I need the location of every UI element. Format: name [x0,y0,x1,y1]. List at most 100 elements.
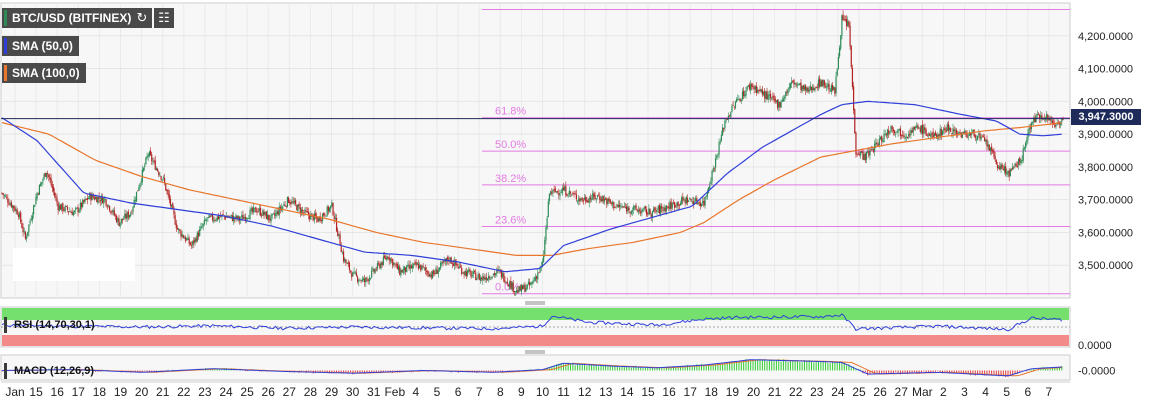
candle-body [38,184,41,195]
sma100-badge[interactable]: SMA (100,0) [2,63,86,83]
candle-body [1033,117,1035,123]
candle-body [213,219,215,222]
macd-badge[interactable]: MACD (12,26,9) [2,362,94,380]
candle-body [906,136,909,138]
candle-body [255,207,257,213]
candle-body [1007,171,1009,174]
candle-body [167,190,169,195]
candle-body [966,134,968,138]
candle-body [681,197,683,204]
candle-body [606,198,608,205]
candle-body [664,207,666,212]
candle-body [409,265,411,270]
sma50-swatch [4,38,7,54]
fib-level-label: 23.6% [495,215,526,227]
candle-body [196,232,198,242]
candle-body [23,230,25,232]
refresh-icon[interactable]: ↻ [132,8,152,28]
candle-body [503,273,505,282]
candle-body [80,202,83,208]
candle-body [524,284,526,292]
candle-body [816,87,818,88]
candle-body [657,206,659,210]
candle-body [327,206,329,212]
candle-body [810,86,813,91]
candle-body [237,215,239,219]
candle-body [180,230,182,237]
candle-body [596,195,599,198]
candle-body [692,201,694,206]
candle-body [850,46,852,68]
candle-body [449,257,451,263]
symbol-badge[interactable]: BTC/USD (BITFINEX) [2,8,138,28]
candle-body [940,129,942,136]
x-tick-label: 14 [620,385,634,399]
candle-body [7,198,9,203]
candle-body [736,99,738,102]
candle-body [602,196,604,202]
candle-body [256,211,258,213]
candle-body [415,261,417,266]
candle-body [401,270,403,273]
candle-body [66,206,69,211]
candle-body [731,105,733,113]
candle-body [519,286,521,291]
candle-body [550,191,552,194]
candle-body [862,151,864,160]
candle-body [647,213,649,215]
candle-body [469,269,471,272]
candle-body [244,216,246,221]
x-tick-label: 7 [476,385,483,399]
symbol-label: BTC/USD (BITFINEX) [12,11,132,25]
candle-body [491,276,493,279]
macd-label: MACD (12,26,9) [14,365,95,377]
candle-body [829,90,831,92]
candle-body [943,128,945,131]
candle-body [473,270,476,272]
candle-body [762,91,765,95]
candle-body [612,201,614,205]
candle-body [903,135,905,138]
candle-body [748,84,751,90]
candle-body [1041,115,1043,120]
candle-body [169,198,172,206]
candle-body [466,270,469,276]
candle-body [590,199,593,200]
candle-body [806,87,808,92]
candle-body [433,270,435,275]
candle-body [960,132,962,138]
candle-body [99,200,101,202]
candle-body [330,205,332,209]
candle-body [791,81,793,84]
candle-body [470,271,472,278]
sma50-badge[interactable]: SMA (50,0) [2,36,79,56]
sma100-line [1,122,1062,256]
rsi-label: RSI (14,70,30,1) [14,319,95,331]
x-tick-label: 5 [1003,385,1010,399]
candle-body [49,177,51,180]
candle-body [929,133,931,136]
rsi-swatch [4,317,7,333]
candle-body [878,138,880,146]
candle-body [269,218,271,221]
rsi-badge[interactable]: RSI (14,70,30,1) [2,316,95,334]
candle-body [41,181,43,184]
candle-body [399,266,401,275]
candle-body [579,198,581,202]
candle-body [547,201,549,218]
candle-body [206,219,208,221]
candle-body [105,199,107,206]
candle-body [120,218,122,223]
calendar-icon[interactable]: ☷ [154,8,174,28]
fib-level-label: 0.0% [495,282,520,294]
candle-body [899,128,901,136]
candle-body [374,269,376,273]
candle-body [857,154,859,156]
x-tick-label: Mar [912,385,933,399]
candle-body [778,101,780,108]
candle-body [1021,159,1023,162]
candle-body [210,214,212,216]
x-tick-label: 26 [262,385,276,399]
x-tick-label: 3 [961,385,968,399]
candle-body [961,132,963,138]
